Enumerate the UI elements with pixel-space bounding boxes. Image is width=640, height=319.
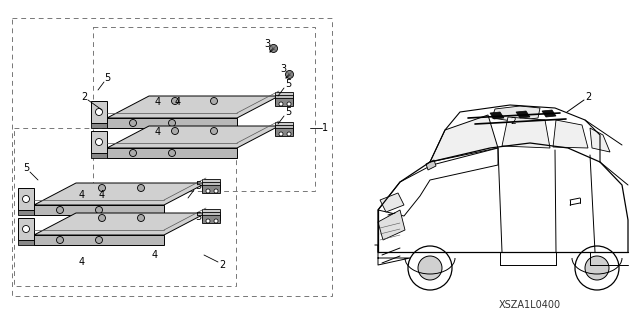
Circle shape [168,150,175,157]
Circle shape [211,98,218,105]
Circle shape [138,184,145,191]
Polygon shape [378,210,405,240]
Circle shape [168,120,175,127]
Polygon shape [378,148,498,216]
Bar [275,92,293,100]
Polygon shape [91,123,107,128]
Polygon shape [542,110,556,117]
Text: 4: 4 [152,250,158,260]
Circle shape [418,256,442,280]
Polygon shape [107,148,237,158]
Text: 2: 2 [81,92,87,102]
Bar [275,95,293,103]
Text: 3: 3 [280,64,286,74]
Bar [275,122,293,130]
Circle shape [22,226,29,233]
Circle shape [287,102,291,106]
Circle shape [575,246,619,290]
Circle shape [287,132,291,136]
Text: 2: 2 [510,117,516,127]
Polygon shape [516,111,530,118]
Polygon shape [107,96,279,118]
Bar [14,128,236,286]
Circle shape [129,120,136,127]
Circle shape [95,108,102,115]
Text: 1: 1 [322,123,328,133]
Circle shape [56,206,63,213]
Polygon shape [18,210,34,215]
Polygon shape [34,235,164,245]
Bar [93,27,315,191]
Bar [275,128,293,136]
Bar [202,212,220,220]
Text: 5: 5 [285,79,291,89]
Circle shape [279,132,283,136]
Text: 4: 4 [99,190,105,200]
Circle shape [22,196,29,203]
Text: 3: 3 [264,39,270,49]
Polygon shape [34,213,206,235]
Circle shape [95,138,102,145]
Polygon shape [380,193,404,212]
Text: 5: 5 [285,107,291,117]
Circle shape [129,150,136,157]
Polygon shape [430,115,498,162]
Polygon shape [91,101,107,123]
Circle shape [214,219,218,223]
Circle shape [211,128,218,135]
Circle shape [172,98,179,105]
Circle shape [214,189,218,193]
Circle shape [99,214,106,221]
Text: 4: 4 [155,127,161,137]
Text: 4: 4 [79,257,85,267]
Circle shape [285,70,294,78]
Text: 5: 5 [23,163,29,173]
Circle shape [56,236,63,243]
Polygon shape [502,117,550,148]
Polygon shape [18,240,34,245]
Text: 2: 2 [219,260,225,270]
Bar [275,125,293,133]
Circle shape [206,189,210,193]
Polygon shape [553,120,588,148]
Text: 2: 2 [585,92,591,102]
Polygon shape [590,128,610,152]
Polygon shape [107,126,279,148]
Bar [202,185,220,193]
Text: XSZA1L0400: XSZA1L0400 [499,300,561,310]
Circle shape [95,206,102,213]
Circle shape [408,246,452,290]
Bar [202,209,220,217]
Text: 4: 4 [155,97,161,107]
Polygon shape [492,106,540,121]
Circle shape [206,219,210,223]
Polygon shape [91,153,107,158]
Circle shape [138,214,145,221]
Polygon shape [18,188,34,210]
Circle shape [269,44,278,52]
Text: 5: 5 [195,212,201,222]
Circle shape [585,256,609,280]
Circle shape [95,236,102,243]
Polygon shape [34,183,206,205]
Bar [202,215,220,223]
Bar [275,98,293,106]
Text: 4: 4 [79,190,85,200]
Polygon shape [91,131,107,153]
Bar [202,179,220,187]
Polygon shape [490,112,504,119]
Text: 4: 4 [175,97,181,107]
Circle shape [279,102,283,106]
Text: 5: 5 [195,181,201,191]
Polygon shape [426,160,436,170]
Circle shape [99,184,106,191]
Circle shape [172,128,179,135]
Polygon shape [34,205,164,215]
Polygon shape [18,218,34,240]
Polygon shape [107,118,237,128]
Bar [12,18,332,296]
Bar [202,182,220,190]
Text: 5: 5 [104,73,110,83]
